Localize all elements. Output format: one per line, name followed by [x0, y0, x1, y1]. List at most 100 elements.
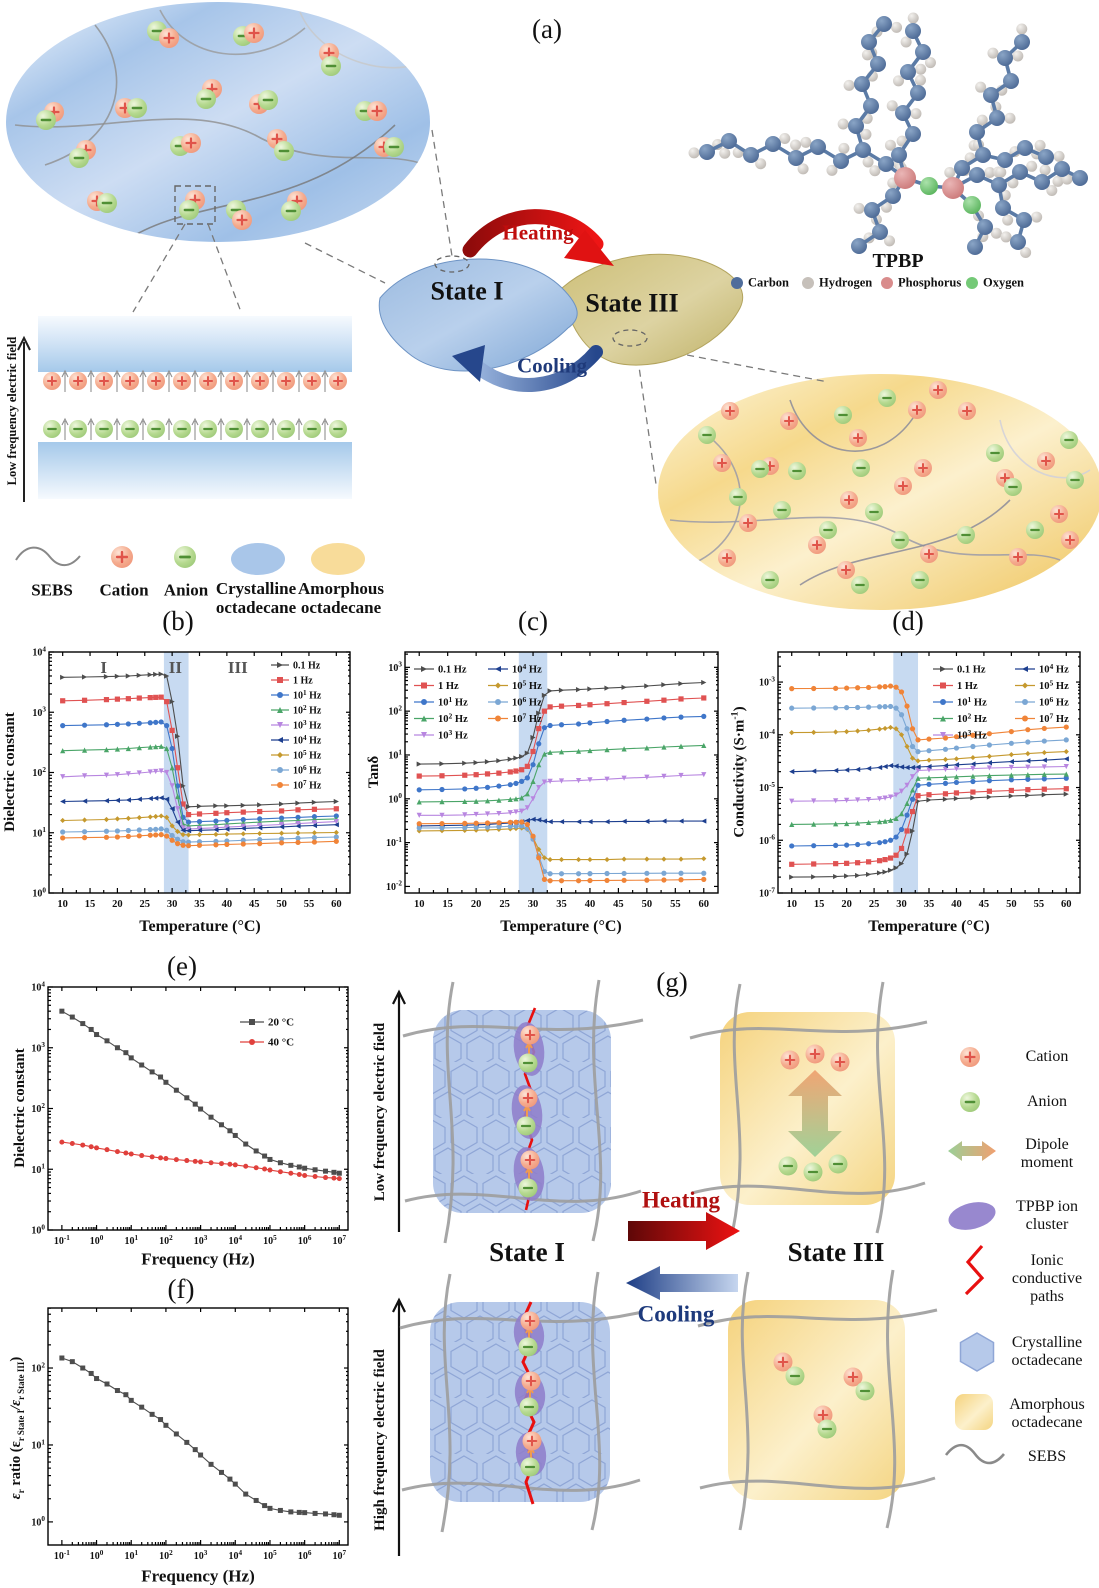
amorphous-octadecane-icon [955, 1394, 993, 1430]
cation-icon [780, 412, 798, 430]
cation-icon [159, 28, 179, 48]
anion-icon [957, 526, 975, 544]
svg-text:50: 50 [642, 899, 653, 910]
anion-icon [173, 420, 191, 438]
state-i-ribbon [378, 258, 578, 372]
svg-text:40: 40 [951, 899, 962, 910]
cation-icon [1009, 548, 1027, 566]
series-10^4 Hz [416, 816, 707, 829]
chart-dielectric-vs-temperature: 10 15 20 25 30 35 40 45 50 55 60 100 101 102 103 104 0.1… [32, 645, 351, 910]
cation-icon [805, 1044, 825, 1064]
svg-text:25: 25 [140, 899, 151, 910]
cooling-block-arrow [626, 1266, 738, 1300]
cation-icon [739, 514, 757, 532]
e-yaxis-label: Dielectric constant [11, 1048, 28, 1168]
heating-block-arrow [628, 1212, 740, 1250]
anion-icon [986, 444, 1004, 462]
svg-text:15: 15 [814, 899, 825, 910]
anion-icon [773, 501, 791, 519]
series-10^2 Hz [416, 742, 707, 805]
svg-text:102: 102 [159, 1549, 173, 1562]
cation-icon [121, 372, 139, 390]
svg-text:104: 104 [32, 645, 46, 658]
svg-text:100: 100 [31, 1515, 45, 1528]
anion-icon [519, 1397, 539, 1417]
svg-text:30: 30 [896, 899, 907, 910]
svg-text:10-1: 10-1 [54, 1549, 70, 1562]
cation-icon [840, 491, 858, 509]
svg-text:10: 10 [786, 899, 797, 910]
g-legend-ionic-paths: Ionic conductive paths [1011, 1252, 1083, 1305]
svg-text:60: 60 [1061, 899, 1072, 910]
svg-text:20: 20 [112, 899, 123, 910]
cation-icon [520, 1150, 540, 1170]
cation-icon [894, 477, 912, 495]
anion-icon [852, 459, 870, 477]
series-10^3 Hz [60, 768, 339, 832]
anion-legend-label: Anion [163, 580, 209, 600]
cooling-arrow [465, 345, 603, 392]
panel-g-illustration [392, 979, 1005, 1556]
svg-text:30: 30 [167, 899, 178, 910]
aligned-ion-rows [43, 369, 347, 440]
cation-icon [837, 561, 855, 579]
sebs-icon [15, 546, 81, 567]
svg-text:104: 104 [228, 1234, 242, 1247]
phosphorus-atom-icon [881, 277, 893, 289]
panel-label-d: (d) [892, 606, 924, 637]
svg-text:107: 107 [333, 1549, 347, 1562]
cation-icon [277, 372, 295, 390]
anion-icon [258, 90, 278, 110]
svg-text:103 Hz: 103 Hz [957, 728, 987, 741]
crystalline-octadecane-icon [959, 1332, 995, 1372]
tpbp-molecule-label: TPBP [872, 250, 924, 272]
series-1 Hz [416, 695, 707, 779]
anion-icon [518, 1053, 538, 1073]
svg-text:106: 106 [298, 1549, 312, 1562]
cation-icon [232, 210, 252, 230]
anion-icon [960, 1092, 980, 1112]
cation-icon [830, 1052, 850, 1072]
svg-text:101: 101 [31, 1438, 45, 1451]
series-10^5 Hz [416, 825, 707, 863]
svg-text:103 Hz: 103 Hz [438, 728, 468, 741]
svg-text:102: 102 [31, 1361, 45, 1374]
chart-conductivity-vs-temperature: 10 15 20 25 30 35 40 45 50 55 60 10-7 10-6 10-5 10-4 10… [759, 651, 1081, 910]
low-frequency-field-label-g: Low frequency electric field [371, 1022, 388, 1202]
svg-text:106 Hz: 106 Hz [512, 695, 542, 708]
cation-icon [521, 1371, 541, 1391]
g-legend-anion: Anion [1027, 1093, 1067, 1111]
crystalline-legend-label: Crystalline octadecane [215, 578, 297, 617]
svg-text:107 Hz: 107 Hz [512, 712, 542, 725]
cation-icon [718, 549, 736, 567]
sebs-legend-label: SEBS [31, 580, 73, 600]
series-10^2 Hz [789, 771, 1069, 827]
svg-text:50: 50 [1006, 899, 1017, 910]
anion-icon [147, 420, 165, 438]
d-yaxis-label: Conductivity (S·m-1) [729, 706, 748, 838]
anion-icon [321, 56, 341, 76]
series-0.1 Hz [416, 679, 707, 767]
axes [48, 1307, 348, 1545]
svg-text:106: 106 [298, 1234, 312, 1247]
anion-icon [788, 462, 806, 480]
svg-text:101 Hz: 101 Hz [293, 689, 322, 701]
carbon-atom-icon [731, 277, 743, 289]
chart-ratio-vs-frequency: 10-1 100 101 102 103 104 105 106 107 100 101 102 [31, 1307, 349, 1562]
svg-text:60: 60 [331, 899, 342, 910]
svg-text:10-2: 10-2 [386, 880, 402, 893]
svg-text:40: 40 [585, 899, 596, 910]
svg-text:104 Hz: 104 Hz [512, 662, 542, 675]
svg-text:101: 101 [32, 826, 46, 839]
f-xaxis-label: Frequency (Hz) [141, 1566, 255, 1586]
series-10^7 Hz [60, 832, 339, 849]
cation-icon [849, 429, 867, 447]
svg-text:15: 15 [85, 899, 96, 910]
series-1 Hz [60, 694, 339, 818]
svg-text:10-6: 10-6 [759, 834, 775, 847]
anion-icon [851, 576, 869, 594]
series-40 °C [59, 1139, 342, 1182]
ion-pairs [36, 21, 1084, 594]
cation-icon [908, 401, 926, 419]
b-yaxis-label: Dielectric constant [1, 712, 18, 832]
